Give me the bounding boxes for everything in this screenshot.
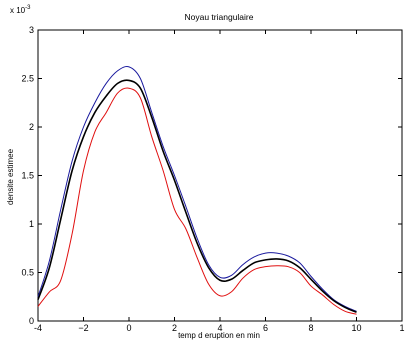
y-tick-label: 1 (29, 219, 34, 229)
x-tick-label: -4 (34, 323, 42, 333)
x-axis-label: temp d eruption en min (178, 331, 260, 340)
x-tick-label: 10 (351, 323, 361, 333)
y-tick-label: 0.5 (21, 268, 34, 278)
axis-ticks: -4 −2 0 2 4 6 8 10 100.511.522.53 (21, 25, 404, 333)
y-axis-label: densite estimee (6, 148, 15, 205)
x-tick-label: 4 (217, 323, 222, 333)
x-tick-label: −2 (78, 323, 88, 333)
y-tick-label: 2.5 (21, 74, 34, 84)
y-tick-label: 3 (29, 25, 34, 35)
y-multiplier-exponent: -3 (25, 5, 31, 11)
x-tick-label: 2 (172, 323, 177, 333)
x-tick-label: 0 (126, 323, 131, 333)
y-multiplier-base: x 10 (10, 6, 26, 15)
y-axis-multiplier: x 10-3 (10, 5, 31, 15)
series-line (37, 66, 357, 312)
series-line (37, 87, 357, 315)
series-group (37, 66, 357, 315)
chart-title: Noyau triangulaire (185, 12, 254, 22)
x-tick-label: 1 (399, 323, 404, 333)
series-line (37, 79, 357, 314)
y-tick-label: 2 (29, 122, 34, 132)
y-tick-label: 0 (29, 316, 34, 326)
x-tick-label: 8 (308, 323, 313, 333)
x-tick-label: 6 (263, 323, 268, 333)
y-tick-label: 1.5 (21, 171, 34, 181)
